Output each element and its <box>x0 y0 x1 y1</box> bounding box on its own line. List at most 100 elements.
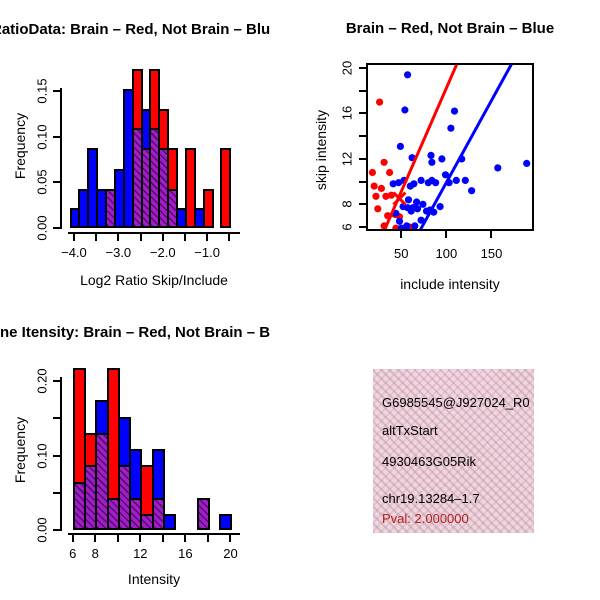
scatter-point-not-brain <box>450 107 459 115</box>
log2_ratio_hist-x-tick <box>161 234 164 241</box>
log2_ratio_hist-bar <box>87 148 99 228</box>
scatter-point-not-brain <box>397 224 405 229</box>
intensity_scatter-y-tick <box>359 66 366 69</box>
scatter-point-not-brain <box>413 198 421 206</box>
scatter-point-brain <box>370 182 378 190</box>
log2_ratio_hist-x-axis-line <box>68 232 240 234</box>
scatter-point-not-brain <box>452 176 460 184</box>
intensity_scatter-y-tick <box>359 112 366 115</box>
scatter-point-brain <box>376 98 384 106</box>
log2_ratio_hist-x-tick <box>228 234 231 241</box>
intensity_hist-bar-overlap <box>151 497 165 530</box>
log2_ratio_hist-y-tick <box>53 89 60 92</box>
intensity-hist-ylabel: Frequency <box>12 416 28 484</box>
intensity_hist-y-tick <box>53 380 60 382</box>
scatter-point-not-brain <box>438 155 446 163</box>
intensity_scatter-x-tick <box>445 231 448 238</box>
intensity_hist-y-tick-label: 0.20 <box>34 368 50 394</box>
intensity_hist-y-tick <box>53 491 60 494</box>
scatter-point-brain <box>377 184 385 192</box>
intensity_hist-x-tick <box>206 535 209 542</box>
intensity_scatter-y-tick-label: 6 <box>339 223 355 231</box>
intensity_hist-y-tick-label: 0.10 <box>34 442 50 469</box>
intensity_hist-x-tick <box>116 535 119 542</box>
intensity_scatter-y-tick-label: 16 <box>339 106 355 121</box>
intensity_scatter-y-tick <box>359 180 366 183</box>
event-id-text: G6985545@J927024_R0 <box>382 395 530 410</box>
intensity_scatter-x-tick <box>400 231 403 238</box>
event-info-box: G6985545@J927024_R0 altTxStart 4930463G0… <box>373 369 534 533</box>
log2_ratio_hist-x-tick <box>117 234 120 241</box>
intensity_hist-bar-overlap <box>117 465 132 530</box>
intensity_hist-x-axis-line <box>68 533 240 535</box>
intensity_scatter-y-tick <box>359 203 366 206</box>
intensity_hist-x-tick <box>94 535 97 542</box>
ratio-hist-title: RatioData: Brain – Red, Not Brain – Blu <box>0 21 271 38</box>
scatter-point-brain <box>386 168 394 177</box>
scatter-point-brain <box>372 192 380 200</box>
brain-fit-line <box>383 65 459 229</box>
intensity_scatter-y-tick <box>359 89 366 92</box>
intensity_scatter-x-tick-label: 100 <box>435 246 458 261</box>
log2_ratio_hist-x-tick-label: −4.0 <box>61 245 87 260</box>
intensity_scatter-y-tick-label: 12 <box>339 151 355 167</box>
intensity_hist-x-tick <box>71 535 74 542</box>
intensity_hist-bar-overlap <box>83 465 98 530</box>
intensity_hist-x-tick <box>139 535 142 542</box>
not-brain-fit-line <box>419 65 513 229</box>
intensity_hist-y-tick <box>53 529 60 531</box>
intensity_hist-y-tick <box>53 417 60 420</box>
scatter-point-not-brain <box>428 158 436 166</box>
ratio-hist-ylabel: Frequency <box>12 112 28 180</box>
intensity_hist-bar <box>219 513 233 530</box>
scatter-point-not-brain <box>411 222 419 229</box>
log2_ratio_hist-x-tick <box>206 234 209 241</box>
scatter-point-not-brain <box>403 222 411 229</box>
intensity_hist-x-tick-label: 6 <box>69 546 77 561</box>
intensity_hist-x-tick-label: 16 <box>178 546 193 561</box>
scatter-point-not-brain <box>436 203 444 211</box>
scatter-ylabel: skip intensity <box>313 109 329 191</box>
scatter-point-not-brain <box>413 205 422 213</box>
scatter-point-not-brain <box>396 142 404 150</box>
scatter-point-not-brain <box>395 217 404 225</box>
location-text: chr19.13284–1.7 <box>382 491 480 506</box>
scatter-point-brain <box>382 192 390 200</box>
log2_ratio_hist-x-tick <box>139 234 142 241</box>
log2_ratio_hist-x-tick-label: −1.0 <box>194 245 220 260</box>
scatter-point-not-brain <box>447 124 455 132</box>
intensity_hist-bar-overlap <box>140 513 154 530</box>
intensity_scatter-x-tick <box>490 231 493 238</box>
intensity_hist-x-tick <box>161 535 164 542</box>
scatter-point-not-brain <box>427 151 435 159</box>
intensity_scatter-y-tick <box>359 135 366 138</box>
scatter-point-not-brain <box>441 171 450 179</box>
scatter-point-not-brain <box>410 180 418 188</box>
intensity-hist-title: ne Itensity: Brain – Red, Not Brain – B <box>0 324 271 341</box>
scatter-point-not-brain <box>404 71 412 79</box>
intensity-hist-xlabel: Intensity <box>127 571 181 587</box>
log2_ratio_hist-x-tick-label: −3.0 <box>105 245 132 260</box>
log2_ratio_hist-y-tick-label: 0.15 <box>34 78 50 104</box>
scatter-point-not-brain <box>461 176 469 184</box>
intensity_scatter-y-tick <box>359 157 366 160</box>
scatter-title: Brain – Red, Not Brain – Blue <box>345 20 555 37</box>
scatter-point-not-brain <box>417 216 425 224</box>
intensity_scatter-y-tick-label: 20 <box>339 60 355 76</box>
intensity_hist-x-tick-label: 12 <box>133 546 148 561</box>
scatter-point-not-brain <box>404 196 413 204</box>
scatter-point-not-brain <box>419 200 427 208</box>
scatter-point-not-brain <box>407 207 415 215</box>
intensity_scatter-y-tick <box>359 226 366 229</box>
log2_ratio_hist-y-tick-label: 0.10 <box>34 123 50 150</box>
scatter-point-not-brain <box>432 179 440 187</box>
event-type-text: altTxStart <box>382 423 438 438</box>
scatter-point-not-brain <box>389 180 397 188</box>
intensity_hist-bar-overlap <box>196 497 210 530</box>
log2_ratio_hist-y-tick <box>53 227 60 229</box>
intensity_hist-x-tick <box>184 535 187 542</box>
scatter-point-not-brain <box>468 187 476 195</box>
intensity_scatter-x-tick-label: 50 <box>394 246 409 261</box>
intensity_hist-y-tick <box>53 454 60 457</box>
scatter-point-not-brain <box>494 164 502 172</box>
